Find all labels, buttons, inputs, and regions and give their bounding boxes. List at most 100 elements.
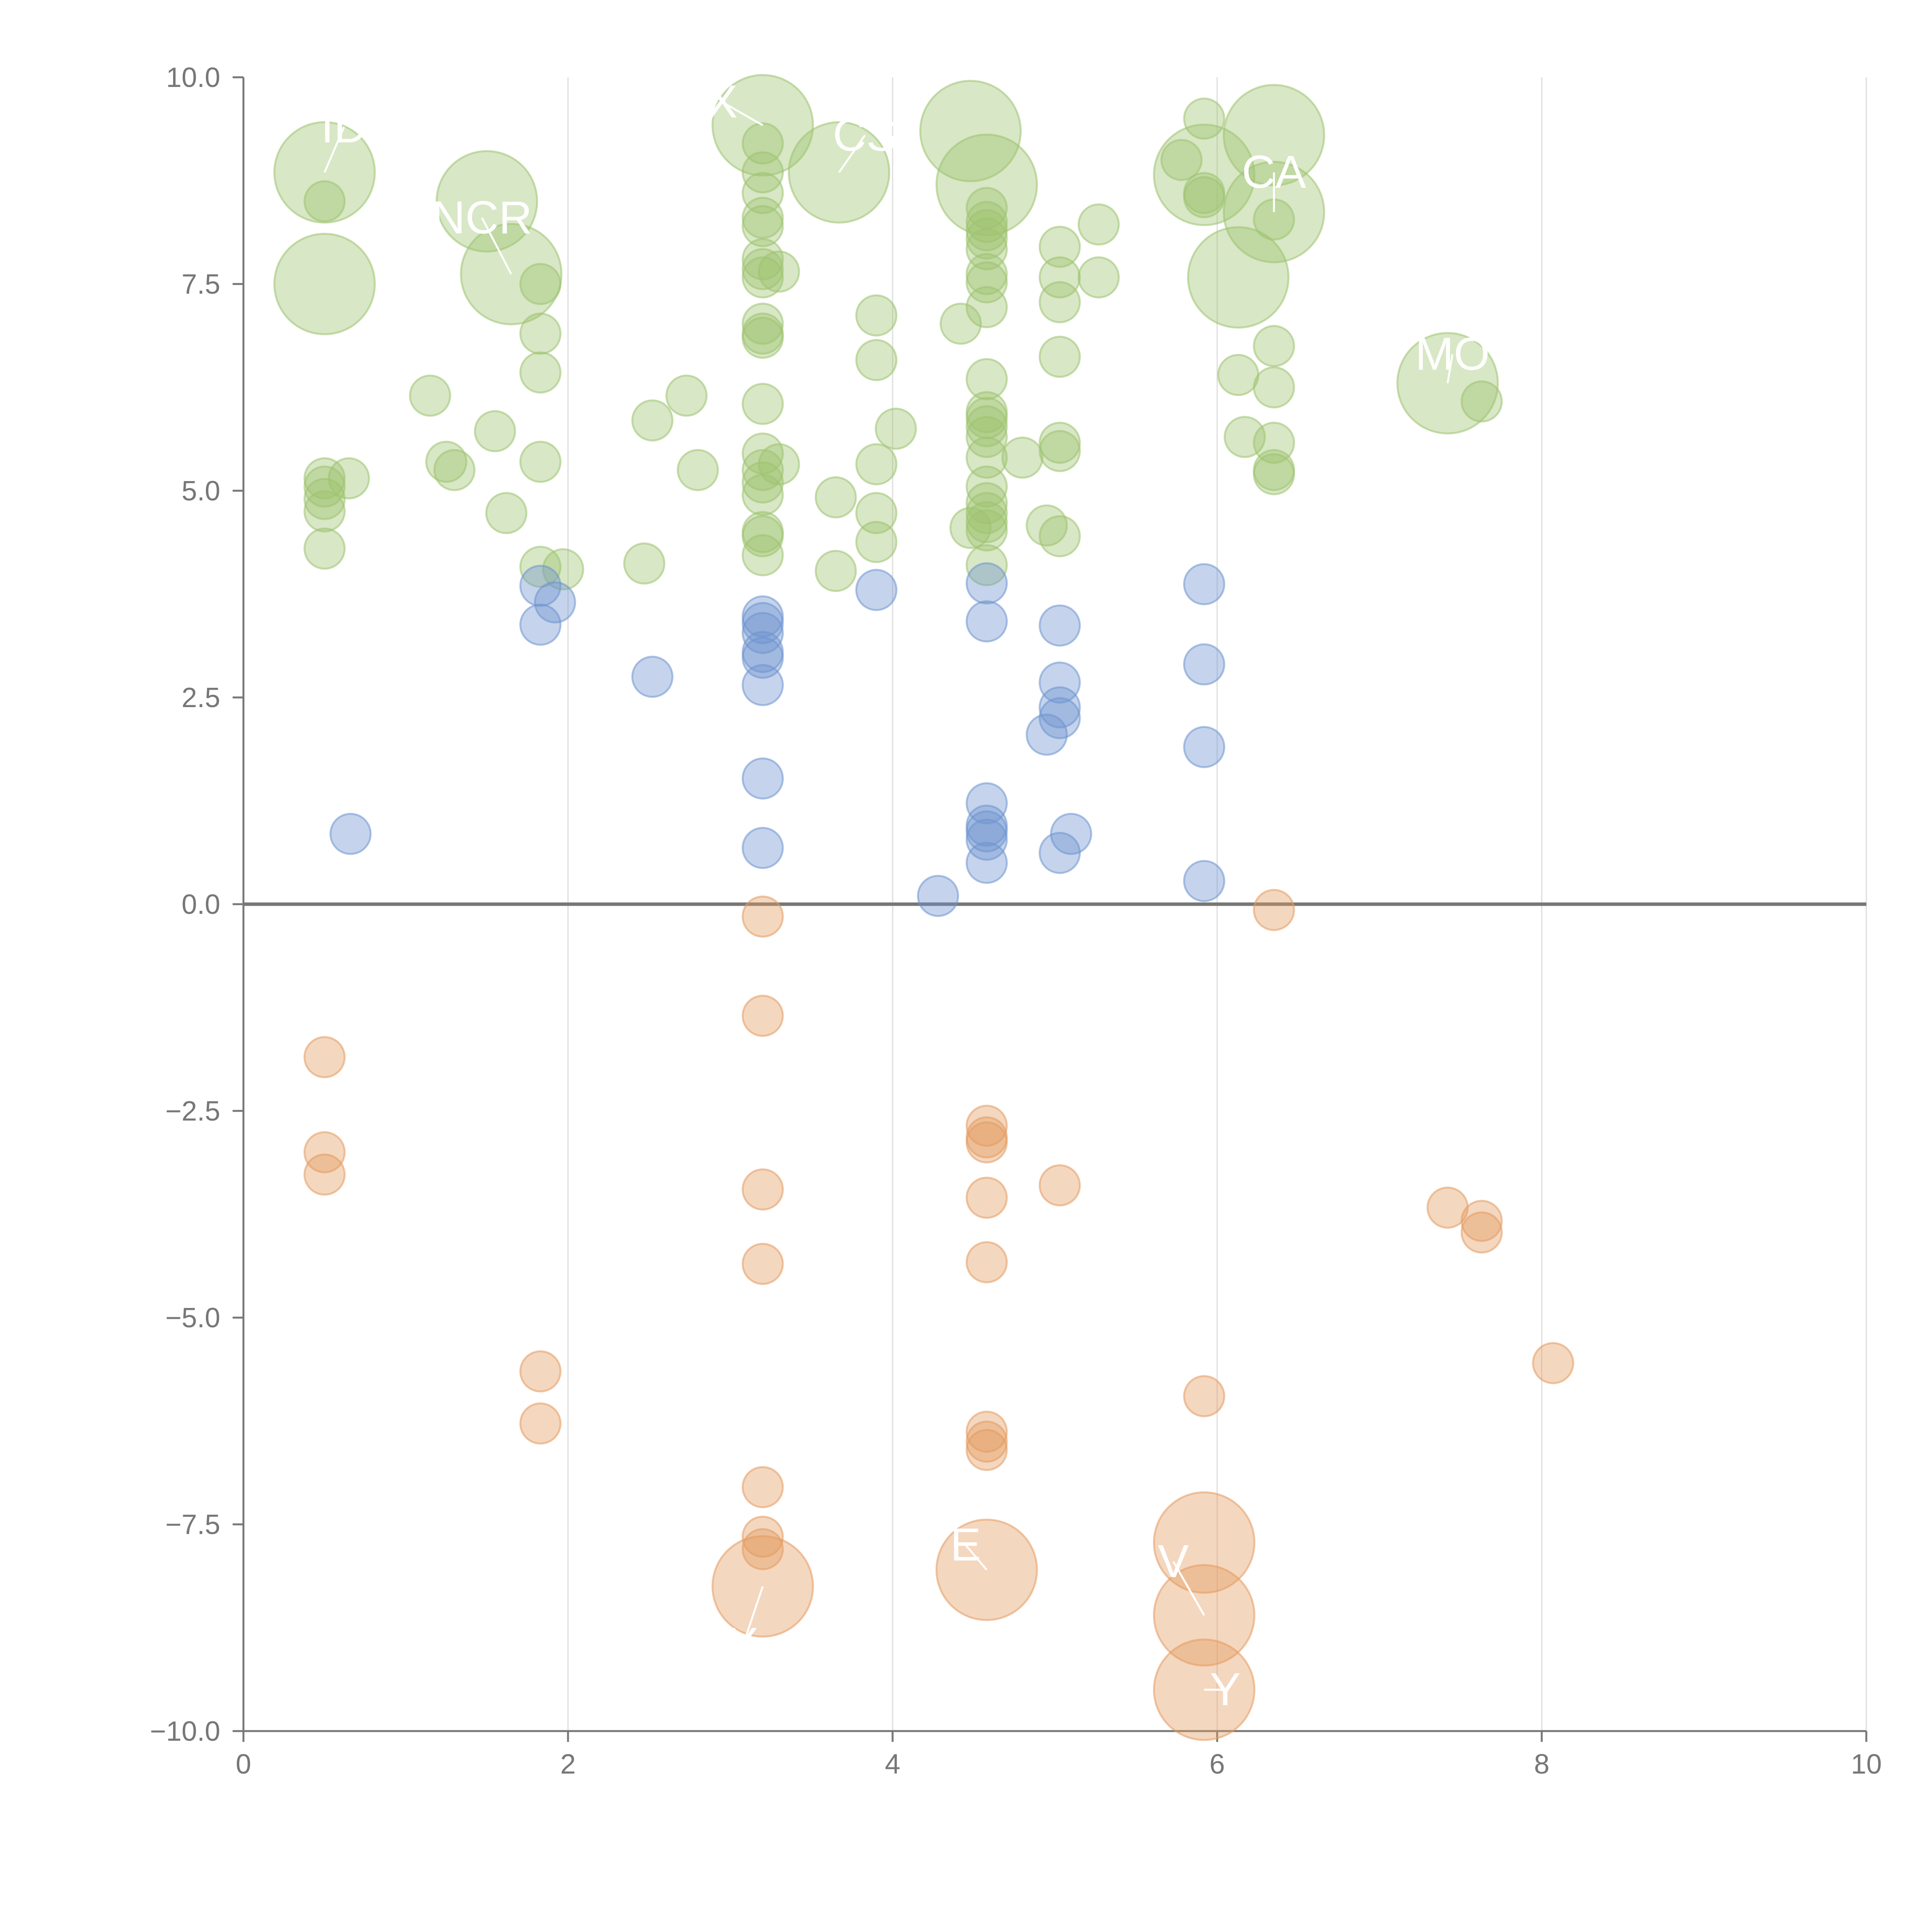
bubble-green — [815, 550, 857, 592]
bubble-green — [623, 542, 665, 585]
bubble-green — [966, 187, 1008, 229]
label-leader-line — [965, 1544, 988, 1571]
bubble-green — [519, 312, 562, 355]
bubble-green — [1039, 256, 1081, 299]
bubble-green — [1077, 256, 1120, 299]
bubble-blue — [1039, 697, 1081, 739]
y-tick-label: 7.5 — [182, 269, 220, 300]
bubble-blue — [742, 612, 784, 654]
bubble-green — [273, 233, 376, 335]
bubble-green — [1039, 430, 1081, 472]
bubble-green — [742, 205, 784, 247]
bubble-green — [939, 303, 982, 345]
bubble-green — [1183, 97, 1225, 140]
bubble-green — [1001, 436, 1044, 479]
bubble-green — [1183, 176, 1225, 218]
bubble-blue — [966, 818, 1008, 861]
bubble-green — [742, 449, 784, 491]
bubble-green — [631, 399, 673, 442]
x-tick-label: 4 — [885, 1749, 900, 1780]
bubble-blue — [742, 664, 784, 706]
bubble-blue — [1050, 813, 1092, 855]
bubble-green — [1253, 325, 1295, 367]
label-leader-line — [481, 217, 512, 275]
bubble-orange — [742, 1466, 784, 1509]
bubble-green — [855, 521, 898, 563]
bubble-green — [1039, 335, 1081, 378]
bubble-blue — [1183, 643, 1225, 685]
bubble-green — [949, 507, 992, 549]
bubble-green — [742, 515, 784, 558]
bubble-label: NCR — [432, 192, 532, 243]
bubble-green — [758, 443, 800, 486]
bubble-green — [1217, 354, 1260, 396]
x-tick-label: 6 — [1209, 1749, 1225, 1780]
bubble-blue — [1039, 604, 1081, 647]
axes: 0 2 4 6 8 10 10.0 7.5 5.0 2.5 0.0 −2.5 −5.0 −7.5 −10.0 — [150, 62, 1882, 1780]
bubble-orange — [742, 1243, 784, 1285]
bubble-orange — [1253, 889, 1295, 931]
bubble-blue — [966, 562, 1008, 605]
bubble-orange — [1153, 1491, 1255, 1594]
bubble-green — [815, 476, 857, 519]
bubble-label: E — [950, 1519, 981, 1571]
bubble-green — [328, 457, 370, 500]
y-tick-label: 5.0 — [182, 476, 220, 507]
bubble-blue — [1183, 860, 1225, 902]
bubble-green — [519, 440, 562, 483]
bubble-blue — [534, 581, 576, 624]
bubble-green — [742, 256, 784, 299]
bubble-green — [1077, 203, 1120, 246]
y-tick-label: −5.0 — [165, 1303, 220, 1333]
bubble-orange — [966, 1241, 1008, 1284]
bubble-orange — [1461, 1200, 1503, 1242]
bubble-green — [935, 133, 1038, 236]
bubble-green — [665, 374, 708, 417]
y-tick-label: 2.5 — [182, 682, 220, 713]
bubble-orange — [742, 895, 784, 938]
bubble-orange — [519, 1350, 562, 1393]
bubble-orange — [742, 1168, 784, 1211]
y-tick-label: −7.5 — [165, 1509, 220, 1540]
bubble-green — [519, 546, 562, 588]
bubble-orange — [303, 1036, 346, 1078]
bubble-label: X — [707, 76, 738, 128]
bubble-green — [474, 410, 516, 452]
bubble-blue — [1183, 563, 1225, 605]
bubble-blue — [917, 875, 959, 917]
bubble-green — [1187, 226, 1290, 329]
bubble-blue — [742, 827, 784, 869]
y-tick-label: −2.5 — [165, 1096, 220, 1127]
bubble-label: Y — [1210, 1663, 1241, 1715]
bubble-label: MO — [1415, 328, 1490, 380]
bubble-orange — [742, 995, 784, 1037]
bubble-blue — [742, 602, 784, 644]
bubble-green — [758, 250, 800, 293]
bubble-green — [966, 544, 1008, 587]
bubble-green — [874, 408, 917, 450]
bubble-green — [542, 548, 584, 590]
bubble-blue — [1183, 726, 1225, 768]
bubble-orange — [742, 1528, 784, 1570]
bubble-green — [742, 316, 784, 359]
bubble-blue — [966, 600, 1008, 643]
bubble-green — [966, 228, 1008, 270]
bubble-green — [742, 303, 784, 345]
bubble-blue — [519, 604, 562, 646]
x-tick-label: 0 — [236, 1749, 251, 1780]
bubble-green — [303, 465, 346, 508]
label-leader-line — [1446, 354, 1454, 384]
bubble-orange — [519, 1402, 562, 1445]
bubble-orange — [966, 1410, 1008, 1453]
bubble-orange — [1532, 1342, 1574, 1384]
bubble-green — [425, 440, 468, 483]
y-tick-label: 0.0 — [182, 889, 220, 920]
bubble-green — [303, 527, 346, 570]
bubble-green — [966, 261, 1008, 304]
bubble-green — [1253, 366, 1295, 408]
bubble-blue — [742, 757, 784, 800]
bubble-orange — [966, 1177, 1008, 1219]
bubble-orange — [1183, 1375, 1225, 1417]
bubble-green — [1253, 453, 1295, 495]
